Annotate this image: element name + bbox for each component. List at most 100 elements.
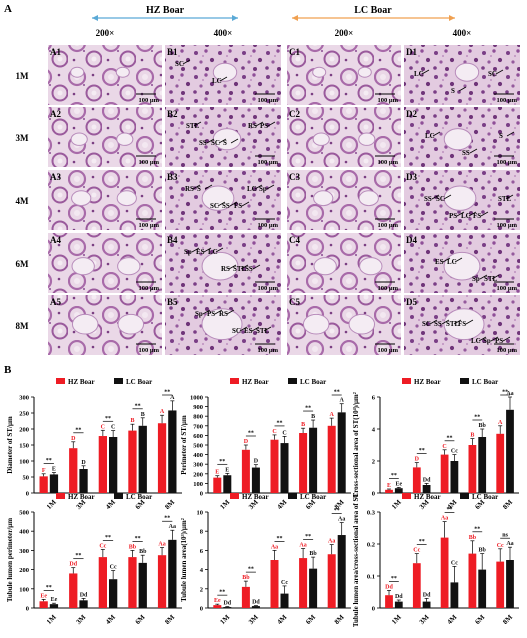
panel-label: D1 (406, 47, 417, 57)
tubule-lumen (115, 66, 130, 78)
legend-swatch-lc (288, 493, 297, 499)
cell-annotation: LC (471, 337, 481, 345)
cell-annotation: LC (447, 258, 457, 266)
cell-annotation: STL (186, 122, 200, 130)
scale-bar-label: 100 μm (378, 222, 399, 229)
significance-letter: Dd (423, 592, 431, 598)
scale-bar-label: 100 μm (139, 347, 160, 354)
x-tick-label: 1M (390, 498, 403, 511)
cell-annotation: PS (207, 310, 215, 318)
legend-swatch-lc (460, 378, 469, 384)
annotation-arrow (465, 319, 474, 325)
x-tick-label: 8M (333, 613, 346, 626)
bar-hz (39, 476, 48, 493)
y-tick-label: 400 (19, 529, 29, 536)
x-tick-label: 6M (473, 613, 486, 626)
cell-annotation: STL (498, 195, 512, 203)
y-axis-label: Diameter of ST/μm (6, 416, 14, 474)
bar-lc (280, 593, 289, 608)
y-tick-label: 0 (26, 491, 29, 498)
significance-letter: C (101, 424, 105, 430)
cell-annotation: LC (461, 212, 471, 220)
tubule-lumen (71, 190, 92, 207)
panel-label: B4 (167, 235, 178, 245)
cell-annotation: RS (221, 265, 230, 273)
annotation-arrow (203, 247, 212, 253)
bar-hz (299, 433, 308, 493)
bar-lc (506, 560, 514, 608)
panel-label: D4 (406, 235, 417, 245)
cell-annotation: LC (414, 70, 424, 78)
comparison-significance: ** (164, 390, 170, 396)
annotation-arrow (495, 69, 504, 75)
cell-annotation: LC (247, 185, 257, 193)
significance-letter: C (272, 429, 276, 435)
significance-letter: Cc (497, 543, 504, 549)
y-tick-label: 2 (200, 586, 203, 593)
annotation-arrow (453, 319, 462, 325)
legend-label-hz: HZ Boar (414, 493, 441, 501)
annotation-arrow (458, 86, 467, 92)
tubule-lumen (71, 313, 99, 335)
significance-letter: A (498, 420, 503, 426)
comparison-significance: ** (105, 416, 111, 422)
annotation-arrow (204, 184, 213, 190)
significance-letter: Aa (299, 542, 306, 548)
panel-label: D3 (406, 172, 417, 182)
bar-hz (157, 555, 167, 608)
bar-lc (394, 601, 403, 608)
significance-letter: Aa (506, 391, 513, 397)
significance-letter: B (470, 433, 474, 439)
y-tick-label: 600 (193, 433, 203, 440)
annotation-arrow (502, 336, 511, 342)
tubule-lumen (443, 128, 473, 151)
cell-annotation: Sp (195, 310, 203, 318)
comparison-significance: ** (46, 585, 52, 591)
legend-label-lc: LC Boar (300, 493, 326, 501)
significance-letter: B (301, 422, 305, 428)
significance-letter: Ee (214, 598, 221, 604)
panel-label: B3 (167, 172, 178, 182)
tubule-lumen (357, 66, 372, 78)
cell-annotation: SC (211, 139, 220, 147)
tubule-lumen (117, 313, 145, 335)
annotation-arrow (456, 211, 465, 217)
significance-letter: Ee (40, 593, 47, 599)
annotation-arrow (252, 264, 261, 270)
significance-letter: Aa (506, 541, 513, 547)
micrograph (287, 45, 401, 105)
significance-letter: A (170, 395, 175, 401)
bar-lc (168, 410, 177, 493)
bar-lc (337, 412, 346, 493)
annotation-arrow (228, 264, 237, 270)
x-tick-label: 1M (390, 613, 403, 626)
panel-label: C5 (289, 297, 300, 307)
significance-letter: Bb (139, 549, 147, 555)
bar-chart-2: HZ Boar LC Boar 0 100 200 300 400 500 600 700 800 9… (180, 378, 351, 511)
comparison-significance: ** (474, 526, 480, 532)
significance-letter: Cc (451, 560, 458, 566)
cell-annotation: STL (256, 327, 270, 335)
legend-swatch-hz (56, 378, 65, 384)
scale-bar-label: 100 μm (378, 97, 399, 104)
y-axis-label: Tubule lumen area(10³)/μm² (180, 518, 188, 602)
tubule-lumen (312, 66, 327, 78)
tubule-lumen (443, 185, 477, 211)
bar-hz (468, 553, 477, 608)
y-tick-label: 0 (372, 606, 375, 613)
annotation-arrow (219, 76, 228, 82)
bar-chart-5: HZ Boar LC Boar 0 2 4 6 8 10 Tubule lumen area(1… (180, 493, 351, 626)
legend-label-lc: LC Boar (472, 378, 498, 386)
bar-hz (468, 445, 477, 493)
bar-lc (251, 606, 260, 608)
scale-bar-label: 100 μm (139, 222, 160, 229)
y-tick-label: 0 (200, 606, 203, 613)
y-tick-label: 300 (19, 548, 29, 555)
legend-label-hz: HZ Boar (68, 493, 95, 501)
significance-letter: C (282, 430, 286, 436)
scale-bar-label: 100 μm (258, 97, 279, 104)
significance-letter: Cc (281, 580, 288, 586)
scale-bar-label: 100 μm (497, 97, 518, 104)
significance-letter: Bb (309, 551, 317, 557)
bar-hz (327, 425, 336, 493)
